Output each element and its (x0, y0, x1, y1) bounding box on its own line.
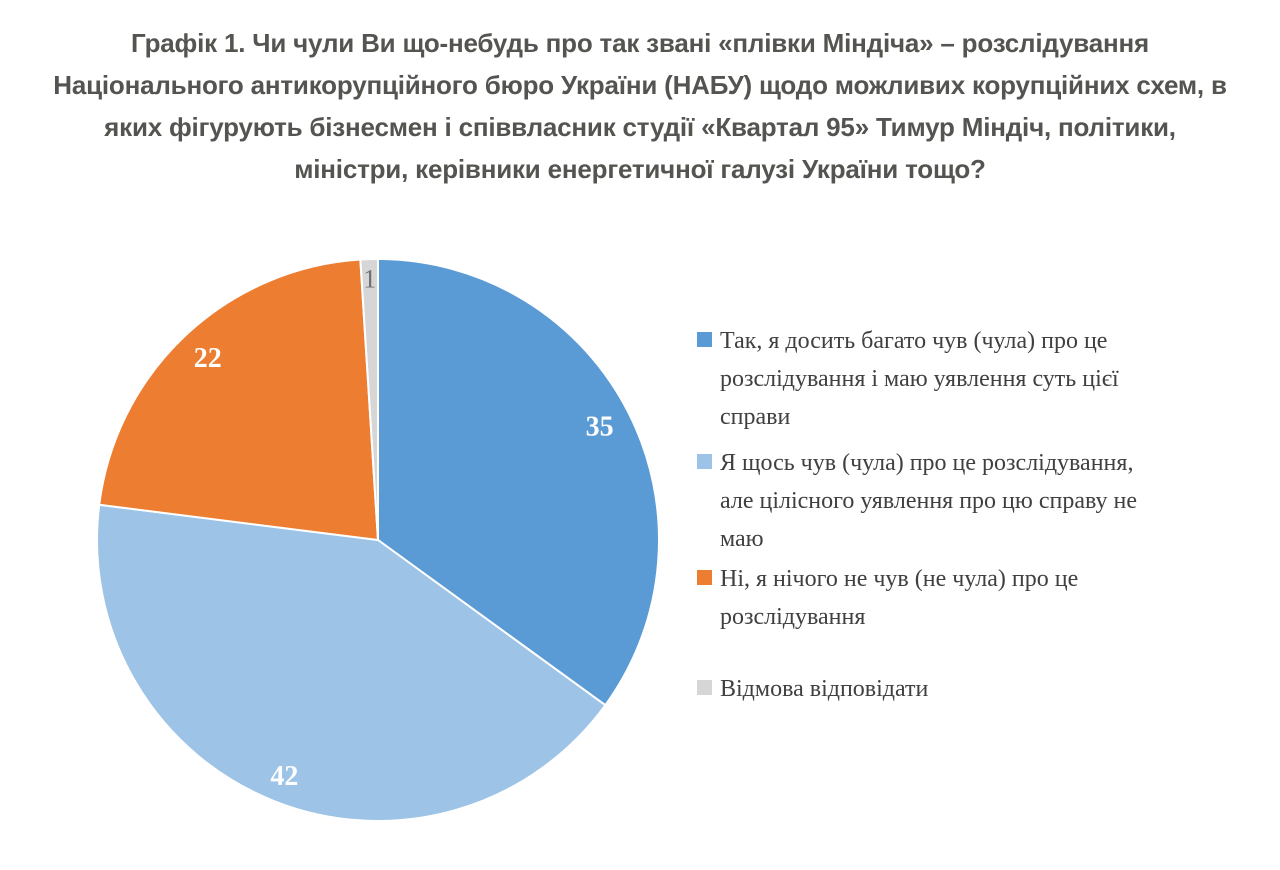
legend-item: Так, я досить багато чув (чула) про це р… (697, 322, 1167, 436)
legend-marker-icon (697, 570, 712, 585)
legend-item: Ні, я нічого не чув (не чула) про це роз… (697, 560, 1167, 636)
chart-title-line-3: яких фігурують бізнесмен і співвласник с… (104, 112, 1176, 142)
pie-chart: 35 42 22 1 (95, 257, 661, 823)
pie-slice (377, 258, 660, 707)
legend-label: Відмова відповідати (720, 676, 929, 702)
legend-label: Я щось чув (чула) про це розслідування, … (720, 450, 1137, 552)
chart-title: Графік 1. Чи чули Ви що-небудь про так з… (0, 22, 1280, 190)
legend-marker-icon (697, 454, 712, 469)
legend: Так, я досить багато чув (чула) про це р… (697, 322, 1167, 708)
pie-slice (359, 257, 379, 541)
legend-item: Відмова відповідати (697, 670, 1167, 708)
pie-slice-value-label: 22 (194, 343, 222, 374)
pie-slice (96, 503, 607, 822)
pie-slice (98, 258, 379, 541)
chart-title-line-2: Національного антикорупційного бюро Укра… (53, 70, 1227, 100)
pie-slice-value-label: 1 (363, 264, 376, 293)
pie-slice-value-label: 42 (270, 761, 298, 792)
chart-title-line-1: Графік 1. Чи чули Ви що-небудь про так з… (131, 28, 1149, 58)
legend-item: Я щось чув (чула) про це розслідування, … (697, 444, 1167, 558)
pie-svg: 35 42 22 1 (96, 257, 660, 822)
pie-slice-value-label: 35 (586, 412, 614, 443)
legend-label: Ні, я нічого не чув (не чула) про це роз… (720, 566, 1079, 630)
chart-title-line-4: міністри, керівники енергетичної галузі … (294, 154, 986, 184)
legend-marker-icon (697, 332, 712, 347)
legend-label: Так, я досить багато чув (чула) про це р… (720, 328, 1119, 430)
legend-marker-icon (697, 680, 712, 695)
